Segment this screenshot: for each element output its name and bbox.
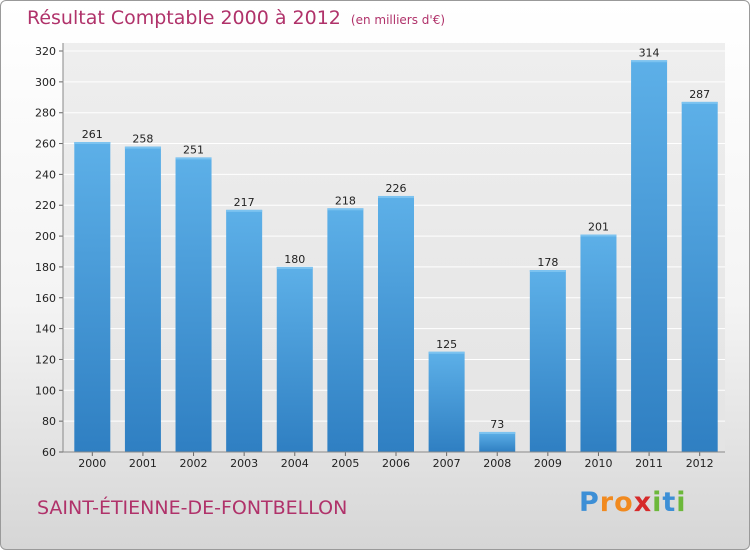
bar-top-highlight (175, 157, 212, 160)
bar-2010 (580, 234, 617, 452)
bar-top-highlight (226, 209, 263, 212)
data-label-2002: 251 (183, 143, 204, 156)
bar-2000 (74, 141, 111, 452)
x-axis-ticks: 2000 2001 2002 2003 2004 2005 2006 2007 2008 2009… (63, 451, 725, 470)
chart-title: Résultat Comptable 2000 à 2012 (27, 7, 341, 29)
bar-2005 (327, 208, 364, 452)
y-tick-label: 200 (35, 230, 56, 243)
y-tick-label: 320 (35, 45, 56, 58)
logo-letter: P (579, 487, 600, 518)
x-tick-label-2010: 2010 (584, 457, 612, 470)
bars: 261 258 251 217 180 218 226 125 73 178 201 314 287 (74, 46, 718, 453)
bar-top-highlight (276, 266, 313, 269)
data-label-2004: 180 (284, 253, 305, 266)
y-tick-label: 300 (35, 76, 56, 89)
data-label-2012: 287 (689, 88, 710, 101)
x-tick-label-2000: 2000 (78, 457, 106, 470)
y-tick-label: 240 (35, 168, 56, 181)
x-tick-label-2006: 2006 (382, 457, 410, 470)
bar-top-highlight (124, 146, 161, 149)
bar-top-highlight (74, 141, 111, 144)
data-label-2010: 201 (588, 221, 609, 234)
data-label-2001: 258 (132, 133, 153, 146)
y-tick-label: 160 (35, 292, 56, 305)
bar-2008 (479, 431, 516, 452)
y-axis-ticks: 60 80 100 120 140 160 180 200 220 240 260 280 300 320 (35, 43, 64, 459)
x-tick-label-2003: 2003 (230, 457, 258, 470)
y-tick-label: 220 (35, 199, 56, 212)
y-tick-label: 280 (35, 107, 56, 120)
x-tick-label-2012: 2012 (686, 457, 714, 470)
logo-letter: x (633, 487, 653, 518)
bar-top-highlight (529, 270, 566, 273)
bar-2004 (276, 266, 313, 452)
data-label-2006: 226 (386, 182, 407, 195)
bar-chart: 60 80 100 120 140 160 180 200 220 240 260 280 300 320… (35, 43, 725, 470)
logo-letter: r (599, 487, 615, 518)
bar-top-highlight (681, 101, 718, 104)
y-tick-label: 80 (42, 415, 56, 428)
data-label-2011: 314 (639, 46, 660, 59)
bar-2007 (428, 351, 465, 452)
bar-top-highlight (479, 431, 516, 434)
logo-letter: t (662, 487, 677, 518)
bar-2001 (124, 146, 161, 452)
bar-top-highlight (631, 60, 668, 63)
bar-2006 (378, 195, 414, 452)
x-tick-label-2008: 2008 (483, 457, 511, 470)
y-tick-label: 260 (35, 138, 56, 151)
bar-top-highlight (580, 234, 617, 237)
y-tick-label: 120 (35, 353, 56, 366)
bar-2011 (631, 60, 668, 452)
data-label-2007: 125 (436, 338, 457, 351)
bar-2012 (681, 101, 718, 453)
bar-2002 (175, 157, 212, 452)
y-tick-label: 180 (35, 261, 56, 274)
x-tick-label-2009: 2009 (534, 457, 562, 470)
y-tick-label: 140 (35, 323, 56, 336)
logo-letter: i (652, 487, 663, 518)
logo-letter: i (676, 487, 687, 518)
bar-top-highlight (327, 208, 364, 211)
x-tick-label-2007: 2007 (433, 457, 461, 470)
x-tick-label-2004: 2004 (281, 457, 309, 470)
bar-top-highlight (378, 195, 414, 198)
data-label-2003: 217 (234, 196, 255, 209)
bar-2003 (226, 209, 263, 452)
data-label-2005: 218 (335, 194, 356, 207)
commune-name: SAINT-ÉTIENNE-DE-FONTBELLON (37, 497, 348, 519)
bar-2009 (529, 270, 566, 452)
x-tick-label-2011: 2011 (635, 457, 663, 470)
x-tick-label-2005: 2005 (331, 457, 359, 470)
bar-top-highlight (428, 351, 465, 354)
logo-letter: o (614, 487, 634, 518)
chart-subtitle: (en milliers d'€) (350, 13, 446, 27)
title-row: Résultat Comptable 2000 à 2012 (en millie… (27, 7, 445, 29)
data-label-2000: 261 (82, 128, 103, 141)
y-tick-label: 60 (42, 446, 56, 459)
proxiti-logo: Proxiti (579, 487, 687, 518)
data-label-2008: 73 (490, 418, 504, 431)
x-tick-label-2002: 2002 (180, 457, 208, 470)
y-tick-label: 100 (35, 384, 56, 397)
data-label-2009: 178 (537, 256, 558, 269)
x-tick-label-2001: 2001 (129, 457, 157, 470)
